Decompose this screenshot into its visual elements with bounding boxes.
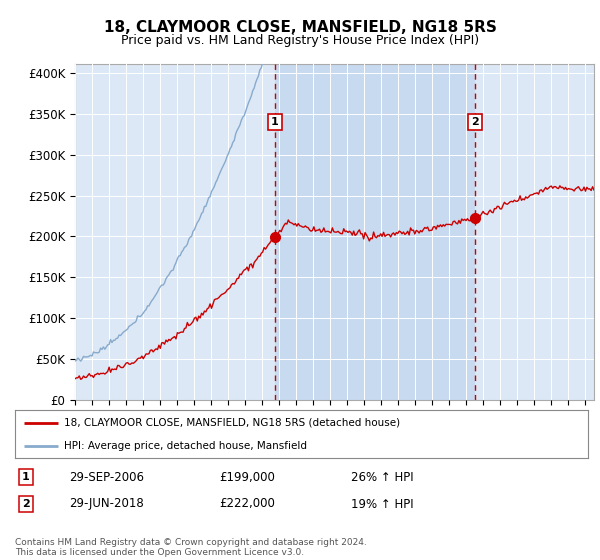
Text: HPI: Average price, detached house, Mansfield: HPI: Average price, detached house, Mans… bbox=[64, 441, 307, 451]
Text: 18, CLAYMOOR CLOSE, MANSFIELD, NG18 5RS (detached house): 18, CLAYMOOR CLOSE, MANSFIELD, NG18 5RS … bbox=[64, 418, 400, 428]
Text: 2: 2 bbox=[22, 499, 29, 509]
Text: 29-JUN-2018: 29-JUN-2018 bbox=[69, 497, 144, 511]
Bar bbox=[275, 64, 475, 400]
Text: 1: 1 bbox=[271, 117, 279, 127]
Text: 26% ↑ HPI: 26% ↑ HPI bbox=[351, 470, 413, 484]
Text: 19% ↑ HPI: 19% ↑ HPI bbox=[351, 497, 413, 511]
Text: Contains HM Land Registry data © Crown copyright and database right 2024.
This d: Contains HM Land Registry data © Crown c… bbox=[15, 538, 367, 557]
Text: 2: 2 bbox=[471, 117, 479, 127]
Text: 1: 1 bbox=[22, 472, 29, 482]
Text: 29-SEP-2006: 29-SEP-2006 bbox=[69, 470, 144, 484]
Text: £222,000: £222,000 bbox=[219, 497, 275, 511]
Text: 18, CLAYMOOR CLOSE, MANSFIELD, NG18 5RS: 18, CLAYMOOR CLOSE, MANSFIELD, NG18 5RS bbox=[104, 20, 496, 35]
Text: £199,000: £199,000 bbox=[219, 470, 275, 484]
Text: Price paid vs. HM Land Registry's House Price Index (HPI): Price paid vs. HM Land Registry's House … bbox=[121, 34, 479, 46]
